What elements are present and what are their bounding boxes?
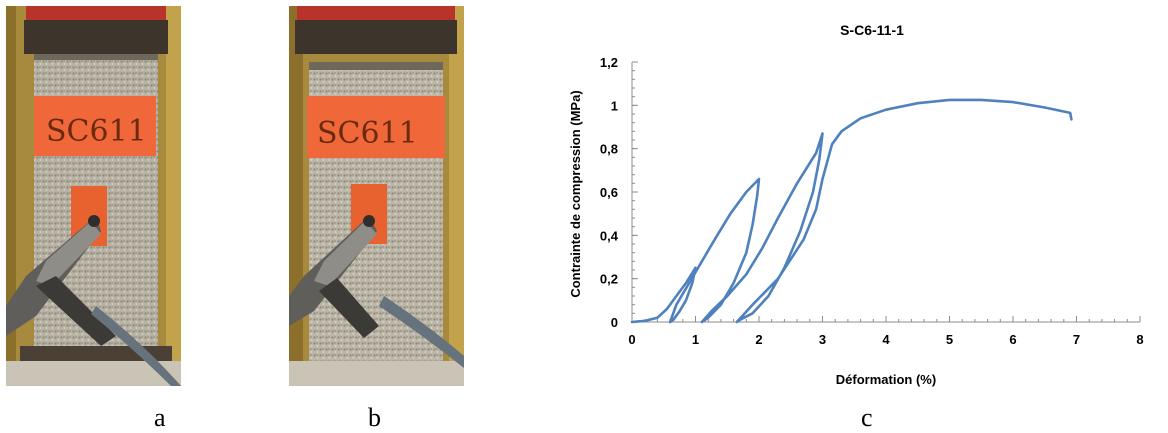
x-tick-label: 1 (692, 332, 699, 347)
y-tick-label: 1,2 (600, 55, 618, 70)
specimen-label-a: SC611 (46, 114, 147, 149)
y-tick-label: 0,6 (600, 185, 618, 200)
specimen-label-b: SC611 (317, 116, 418, 151)
y-tick-label: 1 (611, 98, 618, 113)
chart-plot-area (630, 98, 1073, 324)
chart-ticks: 0 1 2 3 4 5 6 7 8 0 0,2 0,4 0,6 0,8 1 1,2 (600, 55, 1144, 347)
y-tick-label: 0,4 (600, 228, 619, 243)
y-axis-label: Contrainte de compression (MPa) (568, 90, 583, 297)
caption-c: c (861, 403, 873, 432)
chart-canvas: S-C6-11-1 Contrainte de compression (MPa… (568, 22, 1144, 387)
x-tick-label: 0 (628, 332, 635, 347)
x-tick-label: 3 (819, 332, 826, 347)
x-axis-label: Déformation (%) (836, 372, 936, 387)
specimen-photo-b-drawing: SC611 (289, 6, 464, 386)
sleeve-label-b (307, 96, 445, 158)
specimen-photo-a-drawing: SC611 (6, 6, 181, 386)
photo-specimen-a: SC611 (6, 6, 181, 386)
photo-specimen-b: SC611 (289, 6, 464, 386)
x-tick-label: 7 (1073, 332, 1080, 347)
caption-b: b (368, 403, 381, 432)
x-tick-label: 2 (755, 332, 762, 347)
sleeve-label-a (34, 96, 156, 156)
x-tick-label: 8 (1136, 332, 1143, 347)
y-tick-label: 0,8 (600, 142, 618, 157)
series-line-0 (630, 98, 1073, 324)
x-tick-label: 6 (1009, 332, 1016, 347)
chart-title: S-C6-11-1 (840, 22, 904, 38)
stress-strain-chart: S-C6-11-1 Contrainte de compression (MPa… (552, 6, 1164, 392)
x-tick-label: 5 (946, 332, 953, 347)
x-tick-label: 4 (882, 332, 890, 347)
y-tick-label: 0 (611, 315, 618, 330)
y-tick-label: 0,2 (600, 272, 618, 287)
caption-a: a (154, 403, 166, 432)
chart-axes (631, 62, 1140, 323)
